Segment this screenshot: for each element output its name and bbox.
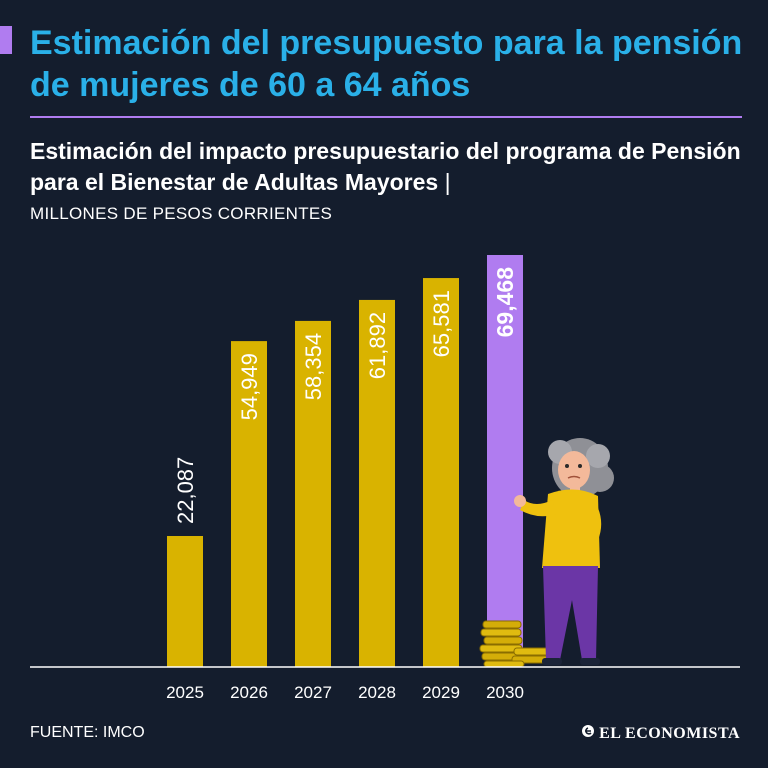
source-note: FUENTE: IMCO [30,724,145,741]
x-tick-label-2027: 2027 [294,683,332,702]
subtitle-text: Estimación del impacto presupuestario de… [30,138,741,195]
data-label-2026: 54,949 [237,353,262,420]
page-title: Estimación del presupuesto para la pensi… [30,24,743,104]
data-label-2025: 22,087 [173,457,198,524]
coin-stack [479,620,551,668]
bar-2027 [295,320,331,667]
data-label-2028: 61,892 [365,312,390,379]
bar-2030 [487,255,523,667]
bar-2029 [423,278,459,667]
subtitle-separator: | [444,169,451,195]
chart-subtitle: Estimación del impacto presupuestario de… [30,136,750,198]
brand-name: EL ECONOMISTA [599,725,740,742]
x-tick-label-2026: 2026 [230,683,268,702]
bar-2028 [359,299,395,667]
x-tick-label-2025: 2025 [166,683,204,702]
bar-2026 [231,341,267,667]
data-label-2029: 65,581 [429,290,454,357]
x-tick-label-2029: 2029 [422,683,460,702]
bar-2025 [167,536,203,667]
title-accent-bar [0,26,12,54]
brand-logo: EL ECONOMISTA [581,724,740,743]
x-tick-label-2028: 2028 [358,683,396,702]
unit-label: MILLONES DE PESOS CORRIENTES [30,204,333,223]
brand-icon [582,725,595,737]
woman-illustration [479,438,614,668]
data-label-2027: 58,354 [301,333,326,400]
x-tick-label-2030: 2030 [486,683,524,702]
title-divider [30,116,742,118]
data-label-2030: 69,468 [492,267,518,338]
